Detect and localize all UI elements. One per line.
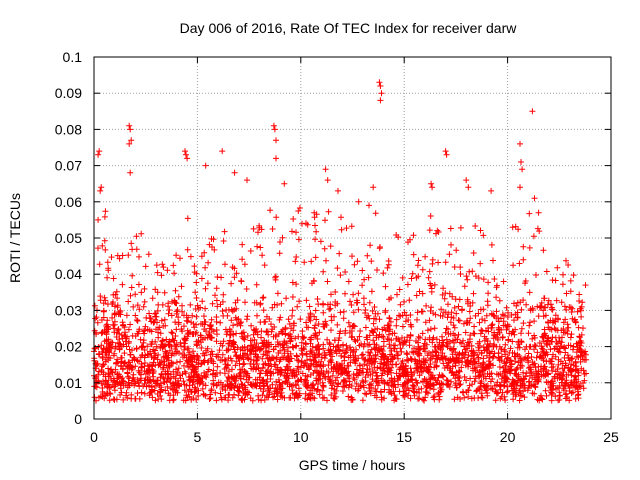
chart-title: Day 006 of 2016, Rate Of TEC Index for r… [180, 20, 518, 36]
x-tick-label: 0 [90, 429, 98, 445]
y-tick-label: 0.08 [55, 121, 82, 137]
y-tick-label: 0.02 [55, 339, 82, 355]
roti-point-marks [91, 79, 590, 404]
scatter-marks [91, 79, 590, 404]
y-tick-label: 0.06 [55, 194, 82, 210]
x-tick-label: 5 [194, 429, 202, 445]
y-tick-label: 0.1 [63, 49, 83, 65]
y-tick-label: 0.05 [55, 230, 82, 246]
y-tick-label: 0.04 [55, 266, 82, 282]
y-tick-labels: 0 0.01 0.02 0.03 0.04 0.05 0.06 0.07 0.08 0.09 0.1 [55, 49, 82, 427]
x-axis-label: GPS time / hours [299, 457, 406, 473]
x-tick-label: 25 [603, 429, 619, 445]
x-tick-labels: 0 5 10 15 20 25 [90, 429, 619, 445]
y-tick-label: 0.07 [55, 158, 82, 174]
y-axis-label: ROTI / TECUs [7, 193, 23, 283]
x-tick-label: 15 [396, 429, 412, 445]
y-tick-label: 0.01 [55, 375, 82, 391]
x-tick-label: 10 [293, 429, 309, 445]
y-tick-label: 0 [74, 411, 82, 427]
x-tick-label: 20 [500, 429, 516, 445]
grid-lines [94, 57, 611, 419]
y-tick-label: 0.03 [55, 302, 82, 318]
y-tick-label: 0.09 [55, 85, 82, 101]
axis-ticks [93, 56, 612, 420]
